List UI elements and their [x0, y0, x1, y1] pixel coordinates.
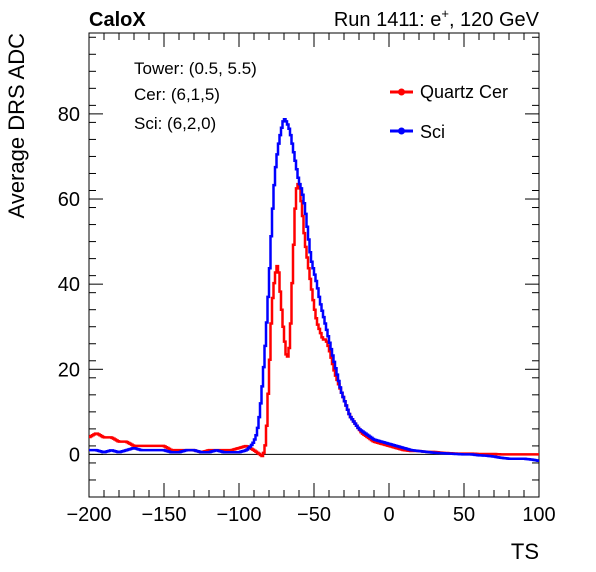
run-suffix: , 120 GeV — [449, 9, 540, 31]
y-tick-label: 60 — [58, 189, 80, 211]
y-tick-label: 40 — [58, 274, 80, 296]
x-tick-label: 0 — [383, 504, 394, 526]
legend-label-sci: Sci — [420, 122, 445, 142]
axis-tick-labels: −200 −150 −100 −50 0 50 100 0 20 40 60 80 — [58, 104, 556, 526]
info-cer: Cer: (6,1,5) — [134, 85, 220, 104]
x-tick-label: −100 — [216, 504, 261, 526]
y-tick-label: 0 — [69, 444, 80, 466]
x-tick-label: −50 — [297, 504, 331, 526]
y-tick-label: 20 — [58, 359, 80, 381]
series-line-quartz-cer — [89, 182, 539, 458]
legend-item-sci: Sci — [390, 122, 445, 142]
series-line-sci — [89, 117, 539, 462]
x-tick-label: −200 — [66, 504, 111, 526]
run-title: Run 1411: e+, 120 GeV — [334, 6, 540, 31]
legend-label-quartz-cer: Quartz Cer — [420, 82, 508, 102]
y-tick-label: 80 — [58, 104, 80, 126]
x-tick-label: 100 — [522, 504, 555, 526]
info-sci: Sci: (6,2,0) — [134, 114, 216, 133]
x-tick-label: −150 — [141, 504, 186, 526]
axis-ticks — [88, 33, 540, 498]
x-axis-label: TS — [511, 539, 539, 564]
series-group — [89, 117, 539, 462]
run-superscript: + — [441, 6, 449, 21]
legend-item-quartz-cer: Quartz Cer — [390, 82, 508, 102]
experiment-title: CaloX — [89, 9, 146, 31]
run-label: Run 1411: e — [334, 9, 442, 31]
info-tower: Tower: (0.5, 5.5) — [134, 59, 257, 78]
legend: Quartz Cer Sci — [390, 82, 508, 142]
y-axis-label: Average DRS ADC — [4, 33, 29, 219]
x-tick-label: 50 — [453, 504, 475, 526]
